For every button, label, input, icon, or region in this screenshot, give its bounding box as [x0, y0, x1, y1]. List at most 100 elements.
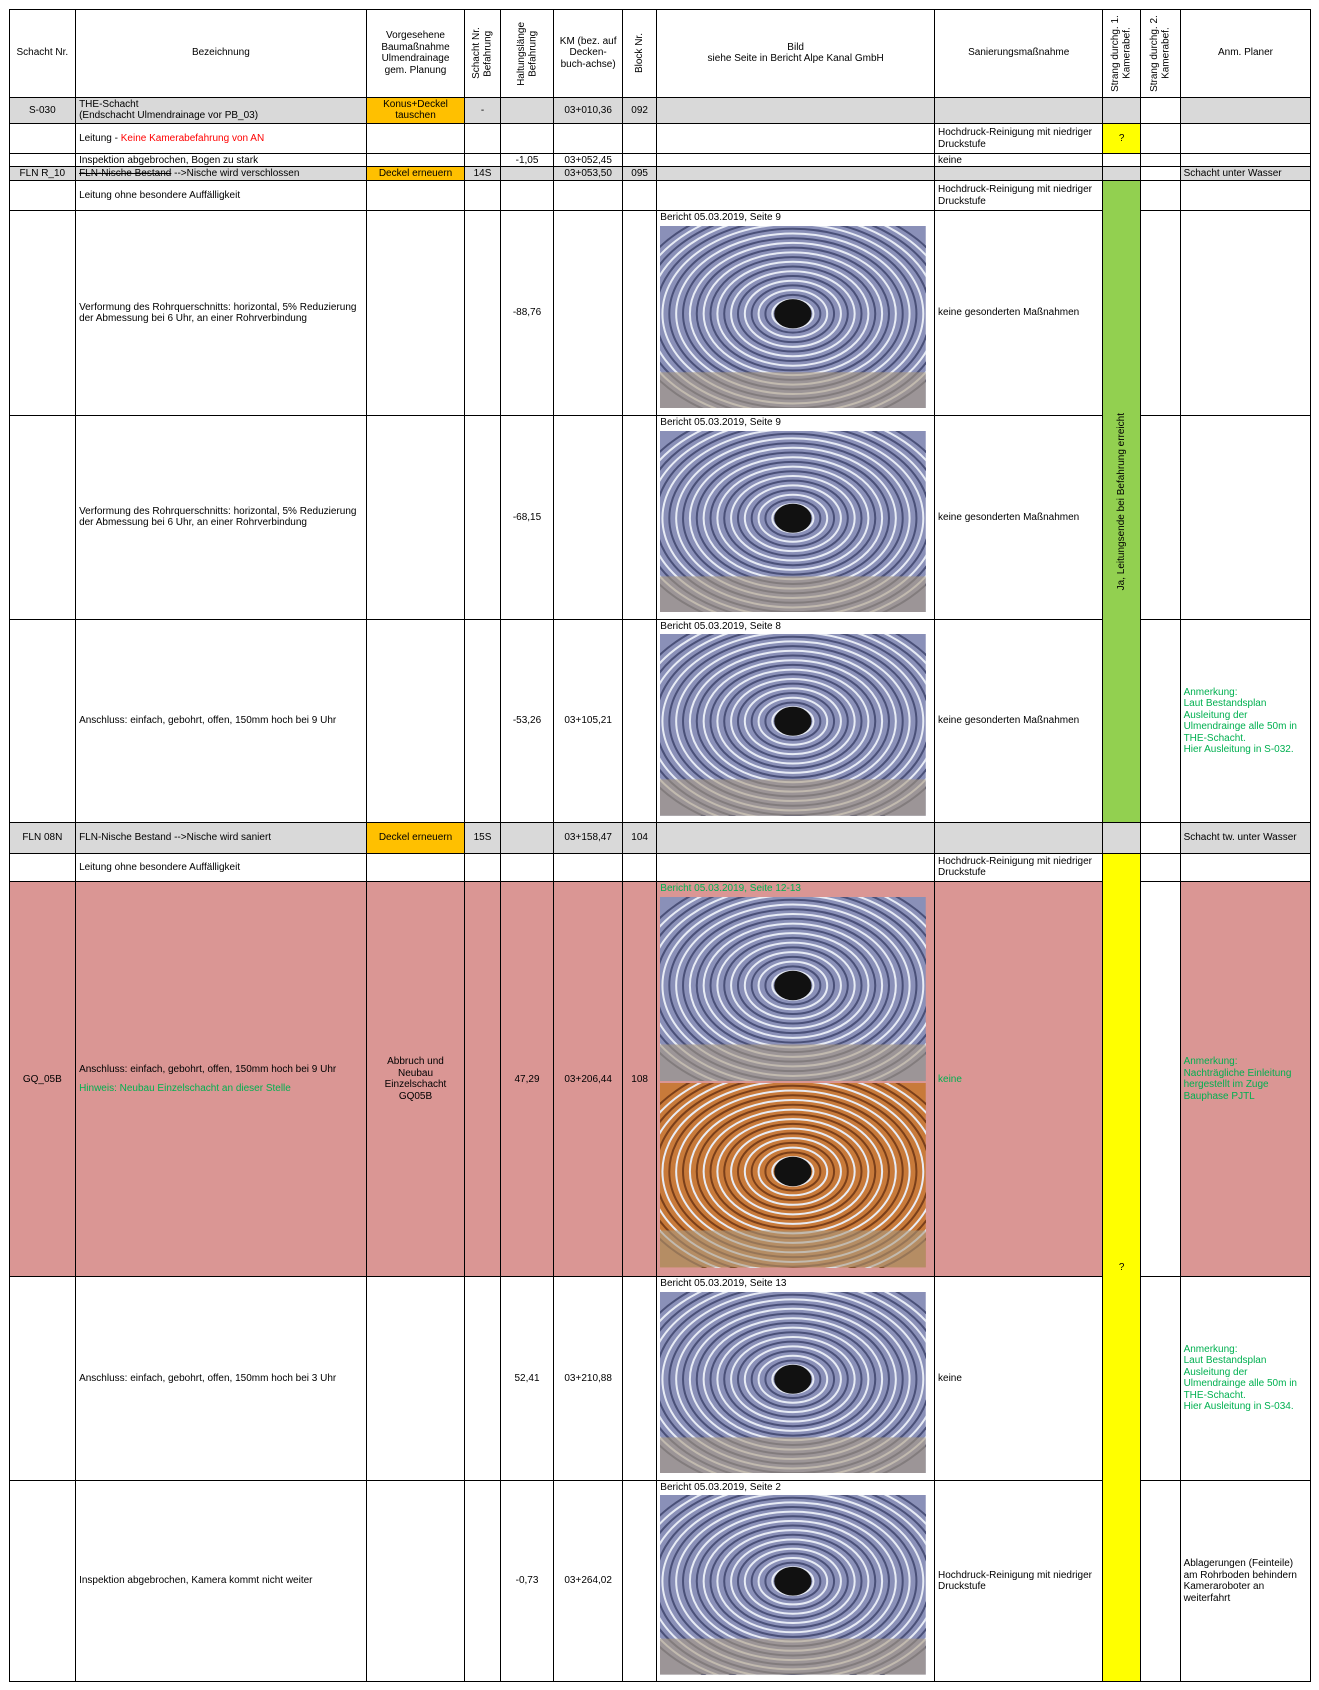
table-cell: -	[464, 96, 501, 125]
photo-shape	[737, 1543, 850, 1620]
table-cell	[464, 180, 501, 212]
km-text: 03+052,45	[564, 154, 612, 166]
km-text: 03+158,47	[564, 832, 612, 844]
table-cell: Hochdruck-Reinigung mit niedriger Drucks…	[934, 1479, 1104, 1683]
photo-shape	[744, 483, 843, 552]
description-text: -->Nische wird verschlossen	[174, 167, 300, 179]
table-cell	[656, 153, 936, 168]
description: Leitung ohne besondere Auffälligkeit	[79, 862, 240, 874]
table-cell	[365, 852, 466, 883]
table-cell: 03+206,44	[553, 881, 623, 1278]
table-cell	[8, 852, 77, 883]
table-cell	[8, 415, 77, 620]
photo-shape	[757, 1146, 829, 1197]
table-cell: Bericht 05.03.2019, Seite 8	[656, 618, 936, 824]
table-cell	[1139, 166, 1181, 182]
table-cell	[553, 210, 623, 416]
description-text: Leitung -	[79, 133, 118, 145]
table-cell	[1179, 96, 1312, 125]
header-cell: Bild siehe Seite in Bericht Alpe Kanal G…	[656, 8, 936, 98]
photo-shape	[709, 664, 877, 779]
table-cell: 03+052,45	[553, 153, 623, 168]
anm-text: Anmerkung: Nachträgliche Einleitung herg…	[1183, 1056, 1292, 1102]
table-cell	[934, 166, 1104, 182]
strang-status: Ja, Leitungsende bei Befahrung erreicht	[1102, 180, 1141, 824]
table-cell: keine gesonderten Maßnahmen	[934, 210, 1104, 416]
description-text: Anschluss: einfach, gebohrt, offen, 150m…	[79, 1063, 337, 1075]
photo-shape	[774, 706, 812, 737]
sanierung-text: keine	[938, 154, 962, 166]
photo-shape	[716, 260, 870, 367]
table-cell	[499, 180, 555, 212]
photo-shape	[723, 265, 863, 362]
sanierung-text: keine gesonderten Maßnahmen	[938, 511, 1080, 523]
sanierung-text: keine gesonderten Maßnahmen	[938, 307, 1080, 319]
description: FLN-Nische Bestand -->Nische wird versch…	[79, 168, 299, 180]
photo-shape	[757, 288, 829, 339]
photo-shape	[737, 946, 850, 1025]
block-text: 108	[631, 1073, 648, 1085]
massnahme-text: Deckel erneuern	[378, 167, 453, 179]
photo-shape	[764, 1561, 822, 1602]
table-cell: Hochdruck-Reinigung mit niedriger Drucks…	[934, 852, 1104, 883]
table-cell	[621, 618, 658, 824]
table-cell	[934, 822, 1104, 854]
photo-shape	[709, 1524, 877, 1639]
header-text: Schacht Nr.	[16, 47, 69, 59]
strang-status: ?	[1102, 123, 1141, 155]
photo-shape	[744, 279, 843, 348]
table-cell	[1179, 153, 1312, 168]
photo-shape	[757, 697, 829, 746]
table-cell	[464, 123, 501, 155]
km-text: 03+105,21	[564, 715, 612, 727]
table-cell: 15S	[464, 822, 501, 854]
header-cell: Anm. Planer	[1179, 8, 1312, 98]
table-cell	[464, 153, 501, 168]
photo-shape	[730, 1127, 856, 1216]
description: THE-Schacht (Endschacht Ulmendrainage vo…	[79, 99, 258, 122]
km-text: 03+053,50	[564, 167, 612, 179]
table-cell	[499, 852, 555, 883]
photo-shape	[744, 1137, 843, 1207]
table-cell: Hochdruck-Reinigung mit niedriger Drucks…	[934, 123, 1104, 155]
km-text: 03+010,36	[564, 104, 612, 116]
header-cell: Strang durchg. 2. Kamerabef.	[1139, 8, 1181, 98]
table-cell: Verformung des Rohrquerschnitts: horizon…	[75, 415, 367, 620]
photo-shape	[737, 1132, 850, 1211]
table-cell	[1102, 153, 1141, 168]
laenge-text: 52,41	[514, 1372, 540, 1384]
photo-shape	[709, 927, 877, 1044]
table-cell	[464, 881, 501, 1278]
table-cell	[553, 852, 623, 883]
photo-shape	[750, 1349, 836, 1409]
table-cell	[621, 852, 658, 883]
schacht-text: FLN R_10	[19, 167, 66, 179]
table-cell: -68,15	[499, 415, 555, 620]
table-cell	[553, 415, 623, 620]
inspection-photo	[660, 634, 927, 816]
table-cell: -1,05	[499, 153, 555, 168]
table-cell	[656, 166, 936, 182]
table-cell	[656, 96, 936, 125]
header-cell: KM (bez. auf Decken-buch-achse)	[553, 8, 623, 98]
photo-shape	[709, 1113, 877, 1230]
photo-shape	[737, 682, 850, 761]
photo-shape	[764, 965, 822, 1006]
befahrung-text: 15S	[473, 832, 492, 844]
photo-shape	[723, 1123, 863, 1221]
table-cell	[1102, 822, 1141, 854]
table-cell: Leitung - Keine Kamerabefahrung von AN	[75, 123, 367, 155]
header-text: Strang durchg. 2. Kamerabef.	[1148, 14, 1172, 92]
km-text: 03+210,88	[564, 1372, 612, 1384]
sanierung-text: keine	[938, 1073, 962, 1085]
table-cell	[1179, 123, 1312, 155]
hint: Hinweis: Neubau Einzelschacht an dieser …	[79, 1083, 291, 1095]
table-cell: Bericht 05.03.2019, Seite 2	[656, 1479, 936, 1683]
befahrung-text: -	[480, 104, 485, 116]
anm-text: Anmerkung: Laut Bestandsplan Ausleitung …	[1183, 686, 1297, 756]
table-cell: Leitung ohne besondere Auffälligkeit	[75, 180, 367, 212]
photo-shape	[774, 1567, 812, 1596]
table-cell	[656, 852, 936, 883]
photo-shape	[660, 1436, 927, 1474]
km-text: 03+264,02	[564, 1575, 612, 1587]
